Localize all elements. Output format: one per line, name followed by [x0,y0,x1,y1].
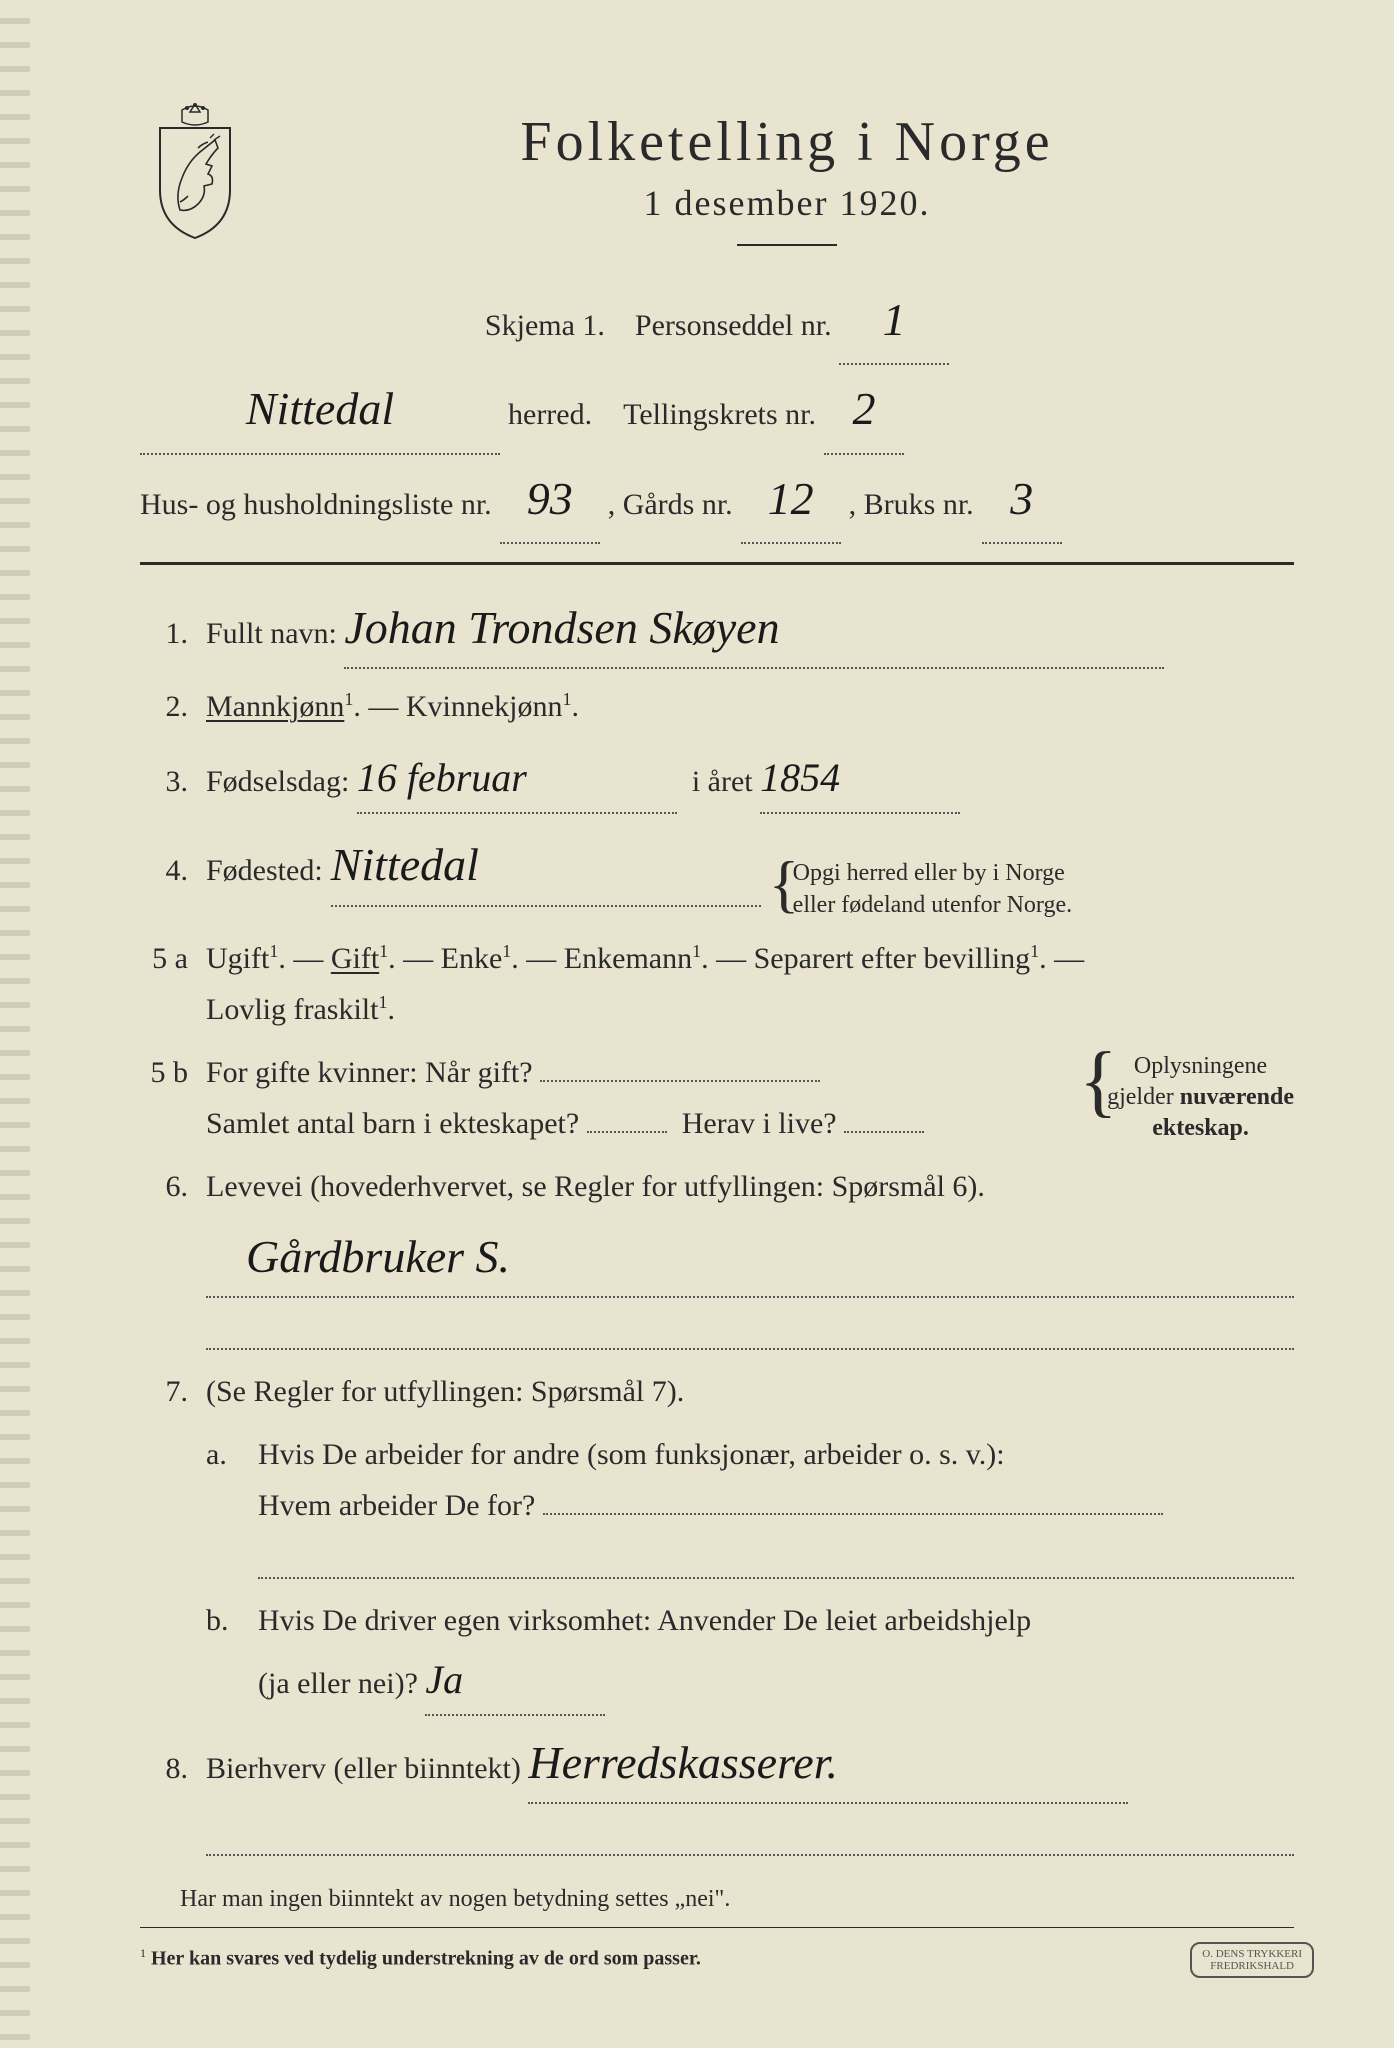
q1-label: Fullt navn: [206,617,337,650]
q7b-line2: (ja eller nei)? [258,1667,418,1700]
q7-row: 7. (Se Regler for utfyllingen: Spørsmål … [140,1366,1294,1417]
q5a-ugift: Ugift [206,942,269,975]
q5a-fraskilt: Lovlig fraskilt [206,993,378,1026]
q1-row: 1. Fullt navn: Johan Trondsen Skøyen [140,589,1294,669]
herred-value: Nittedal [246,365,394,452]
q4-note2: eller fødeland utenfor Norge. [793,892,1072,918]
q2-kvinne: Kvinnekjønn [406,690,563,723]
printer-stamp: O. DENS TRYKKERI FREDRIKSHALD [1190,1942,1314,1978]
q3-label: Fødselsdag: [206,765,349,798]
q4-label: Fødested: [206,845,323,896]
stamp-line2: FREDRIKSHALD [1210,1960,1294,1972]
q2-row: 2. Mannkjønn1. — Kvinnekjønn1. [140,681,1294,732]
herred-label: herred. [508,386,592,443]
q7a-line1: Hvis De arbeider for andre (som funksjon… [258,1438,1005,1471]
divider [737,244,837,246]
q8-value: Herredskasserer. [528,1724,838,1802]
q5a-enke: Enke [441,942,503,975]
q5b-note: Oplysningene gjelder nuværende ekteskap. [1079,1051,1294,1145]
footer-divider [140,1927,1294,1928]
q2-period2: . [571,690,579,723]
q8-row: 8. Bierhverv (eller biinntekt) Herredska… [140,1724,1294,1804]
q1-value: Johan Trondsen Skøyen [344,589,779,667]
q7-label: (Se Regler for utfyllingen: Spørsmål 7). [206,1375,684,1408]
stamp-line1: O. DENS TRYKKERI [1202,1948,1302,1960]
q2-mann: Mannkjønn [206,690,344,723]
q5b-note3: ekteskap. [1152,1115,1249,1141]
q7-num: 7. [140,1375,188,1409]
husliste-label: Hus- og husholdningsliste nr. [140,476,492,533]
q5b-note2: gjelder nuværende [1107,1084,1294,1110]
q5b-line2: Samlet antal barn i ekteskapet? [206,1107,579,1140]
q8-blank-line [206,1816,1294,1856]
q6-label: Levevei (hovederhvervet, se Regler for u… [206,1170,985,1203]
personseddel-nr: 1 [883,276,906,363]
title-block: Folketelling i Norge 1 desember 1920. [280,100,1294,266]
bruks-label: , Bruks nr. [849,476,974,533]
q8-num: 8. [140,1752,188,1786]
q5b-line1: For gifte kvinner: Når gift? [206,1056,533,1089]
q5b-row: 5 b For gifte kvinner: Når gift? Samlet … [140,1047,1294,1149]
subtitle-date: 1 desember 1920. [280,182,1294,224]
gards-nr: 12 [768,455,814,542]
q7b-line1: Hvis De driver egen virksomhet: Anvender… [258,1604,1031,1637]
q7a-letter: a. [206,1438,242,1472]
gards-label: , Gårds nr. [608,476,733,533]
q5b-line2b: Herav i live? [682,1107,837,1140]
header-row: Folketelling i Norge 1 desember 1920. [140,100,1294,266]
q5a-separert: Separert efter bevilling [754,942,1031,975]
q2-num: 2. [140,690,188,724]
q3-year: 1854 [760,744,840,812]
husliste-line: Hus- og husholdningsliste nr. 93 , Gårds… [140,455,1294,544]
q4-note1: Opgi herred eller by i Norge [793,860,1065,886]
q5a-row: 5 a Ugift1. — Gift1. — Enke1. — Enkemann… [140,933,1294,1035]
q5a-enkemann: Enkemann [564,942,692,975]
herred-line: Nittedal herred. Tellingskrets nr. 2 [140,365,1294,454]
q4-note: Opgi herred eller by i Norge eller fødel… [769,858,1072,920]
q4-num: 4. [140,854,188,888]
schema-line: Skjema 1. Personseddel nr. 1 [140,276,1294,365]
q7a-blank-line [258,1539,1294,1579]
tellingskrets-label: Tellingskrets nr. [623,386,816,443]
q4-value: Nittedal [331,826,479,904]
q2-sup1: 1 [344,689,353,709]
q8-label: Bierhverv (eller biinntekt) [206,1752,521,1785]
q5a-num: 5 a [140,942,188,976]
q2-dash: — [368,690,406,723]
q3-num: 3. [140,765,188,799]
husliste-nr: 93 [527,455,573,542]
q5b-num: 5 b [140,1056,188,1090]
q7a-row: a. Hvis De arbeider for andre (som funks… [206,1429,1294,1531]
q3-day: 16 februar [357,744,527,812]
q6-value: Gårdbruker S. [246,1218,510,1296]
q6-num: 6. [140,1170,188,1204]
q3-year-label: i året [692,765,753,798]
schema-label: Skjema 1. [485,309,605,342]
q7b-row: b. Hvis De driver egen virksomhet: Anven… [206,1595,1294,1716]
q1-num: 1. [140,617,188,651]
q2-period1: . [353,690,361,723]
q3-row: 3. Fødselsdag: 16 februar i året 1854 [140,744,1294,814]
census-form-page: Folketelling i Norge 1 desember 1920. Sk… [0,0,1394,2048]
main-title: Folketelling i Norge [280,110,1294,174]
q5a-gift: Gift [331,942,379,975]
q7a-line2: Hvem arbeider De for? [258,1489,535,1522]
coat-of-arms-icon [140,100,250,240]
footer-note2: 1 Her kan svares ved tydelig understrekn… [140,1946,1294,1971]
tellingskrets-nr: 2 [853,365,876,452]
q6-row: 6. Levevei (hovederhvervet, se Regler fo… [140,1161,1294,1298]
q7b-letter: b. [206,1604,242,1638]
footer-note1: Har man ingen biinntekt av nogen betydni… [180,1886,1294,1913]
personseddel-label: Personseddel nr. [635,309,832,342]
q5b-note1: Oplysningene [1134,1053,1267,1079]
q4-row: 4. Fødested: Nittedal Opgi herred eller … [140,826,1294,920]
section-divider [140,562,1294,565]
q7b-value: Ja [425,1646,463,1714]
q6-blank-line [206,1310,1294,1350]
bruks-nr: 3 [1010,455,1033,542]
